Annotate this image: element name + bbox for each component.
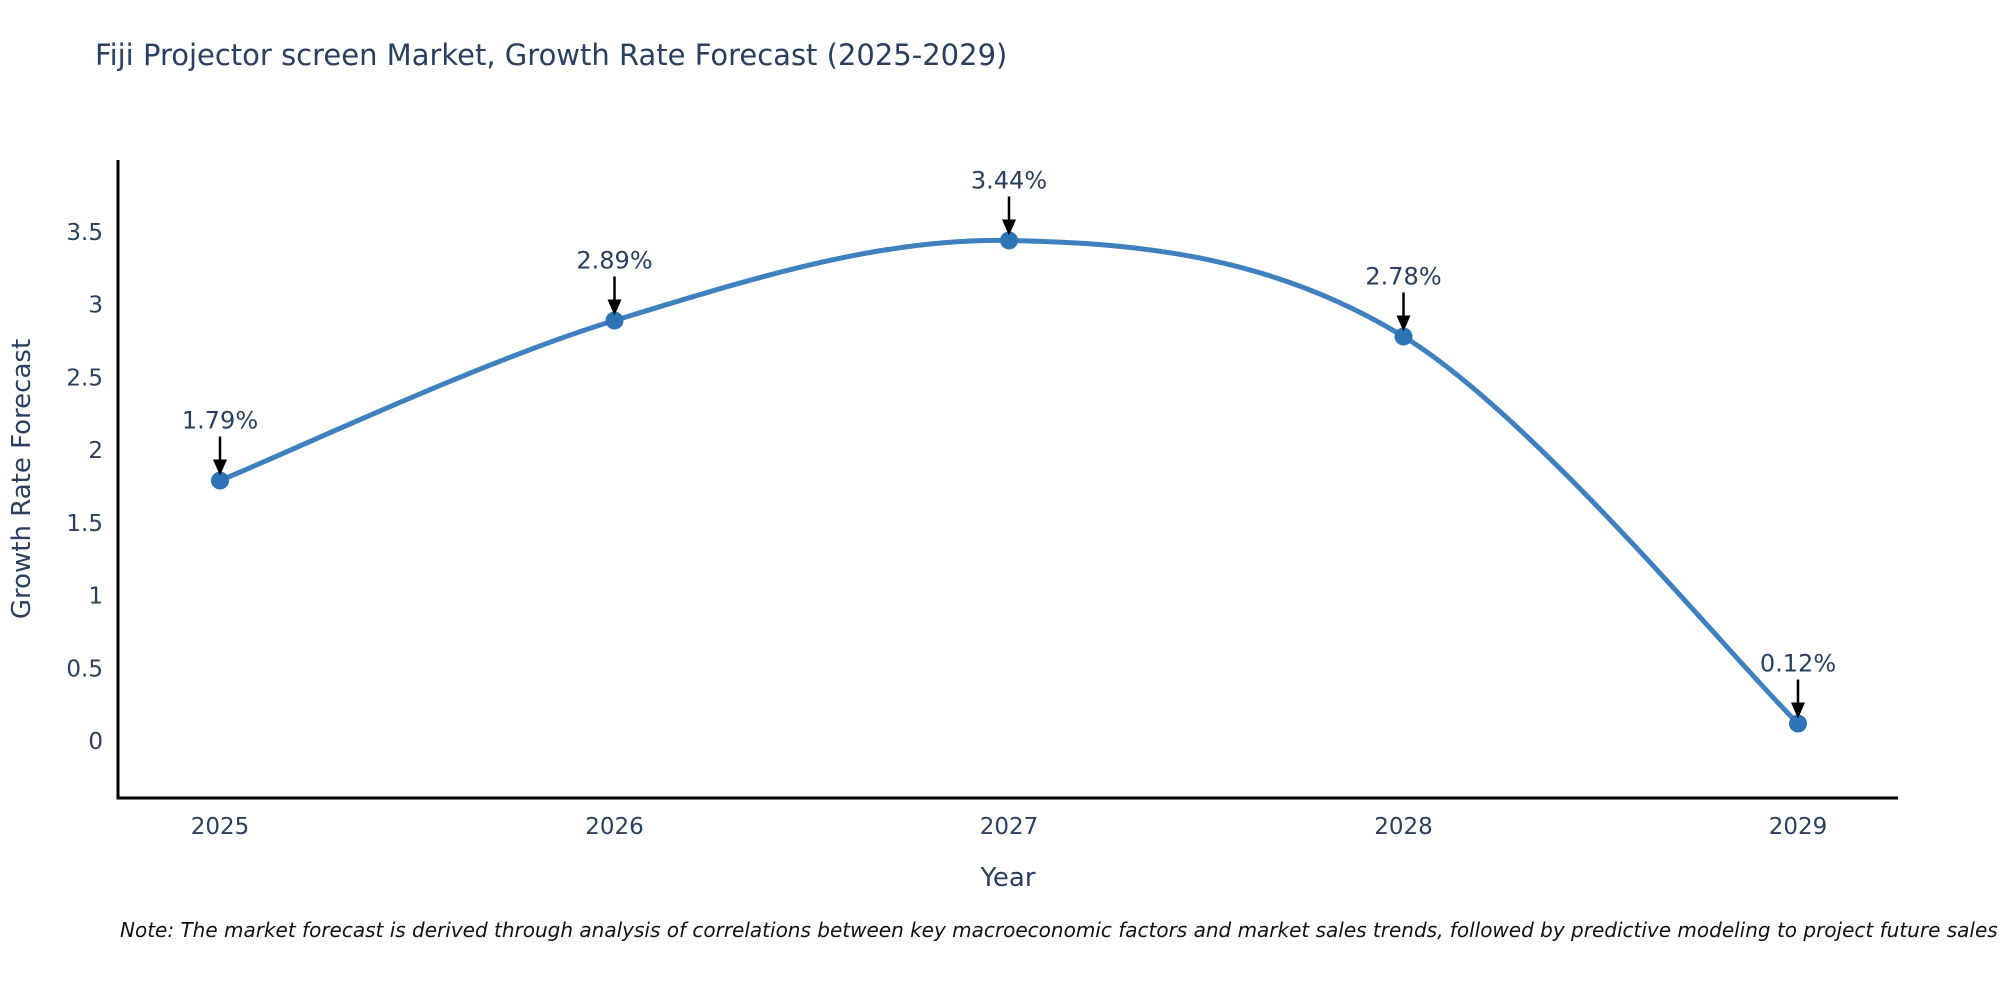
chart-footnote: Note: The market forecast is derived thr… <box>120 918 1998 942</box>
x-axis-title: Year <box>979 863 1035 893</box>
y-tick-label: 0 <box>88 729 103 755</box>
y-tick-label: 2.5 <box>66 365 103 391</box>
y-axis-title: Growth Rate Forecast <box>7 339 37 619</box>
point-annotation-label: 3.44% <box>971 166 1047 194</box>
point-annotation-label: 1.79% <box>182 407 258 435</box>
series-line <box>217 237 1801 726</box>
y-tick-label: 2 <box>88 438 103 464</box>
point-annotation-label: 0.12% <box>1760 650 1836 678</box>
y-tick-label: 3.5 <box>66 220 103 246</box>
y-tick-label: 3 <box>88 293 103 319</box>
data-point[interactable] <box>1000 231 1018 250</box>
data-point[interactable] <box>605 311 624 330</box>
data-point[interactable] <box>1394 327 1413 346</box>
annotation-arrow-head <box>213 459 227 476</box>
x-tick-label: 2027 <box>980 814 1039 840</box>
y-tick-label: 1 <box>88 584 103 610</box>
annotation-arrow-head <box>607 299 622 316</box>
x-tick-label: 2028 <box>1374 814 1433 840</box>
point-annotation-label: 2.89% <box>576 247 652 275</box>
x-tick-label: 2029 <box>1769 814 1828 840</box>
y-tick-label: 0.5 <box>66 656 103 682</box>
point-annotation-label: 2.78% <box>1365 263 1441 291</box>
data-point[interactable] <box>211 471 229 490</box>
chart-title: Fiji Projector screen Market, Growth Rat… <box>95 38 1008 72</box>
annotation-arrow-head <box>1791 702 1805 719</box>
annotation-arrow-head <box>1396 315 1411 332</box>
x-tick-label: 2025 <box>191 814 250 840</box>
data-point[interactable] <box>1789 714 1807 733</box>
y-tick-label: 1.5 <box>66 511 103 537</box>
annotation-arrow-head <box>1002 219 1016 236</box>
x-tick-label: 2026 <box>585 814 644 840</box>
